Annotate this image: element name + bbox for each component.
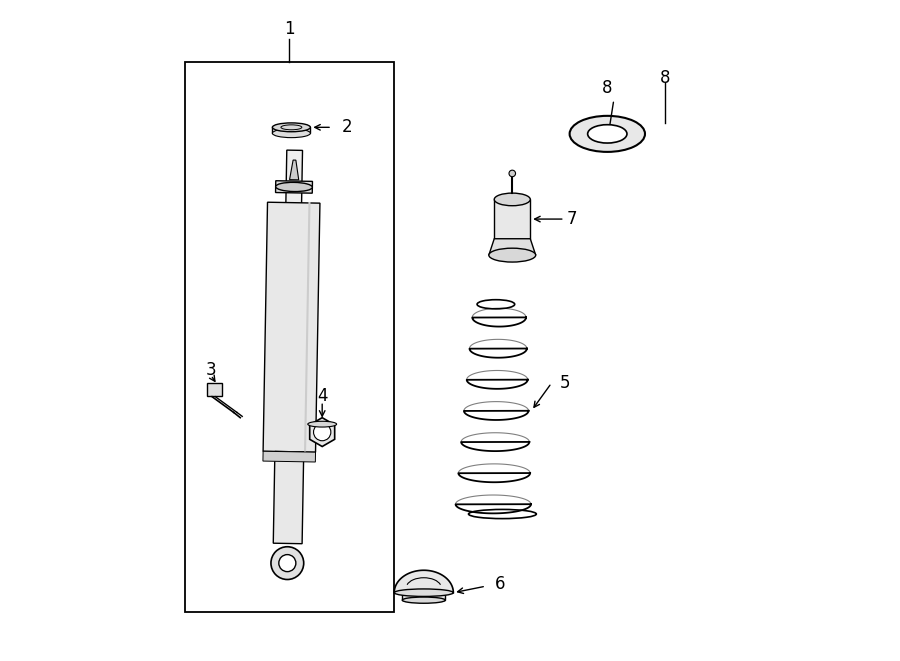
Text: 7: 7 bbox=[567, 210, 577, 228]
Ellipse shape bbox=[273, 129, 310, 137]
Bar bbox=[273, 128, 310, 134]
Polygon shape bbox=[263, 202, 320, 452]
Ellipse shape bbox=[308, 421, 337, 427]
Polygon shape bbox=[394, 570, 454, 593]
Ellipse shape bbox=[489, 248, 536, 262]
Bar bbox=[402, 592, 446, 600]
Polygon shape bbox=[290, 160, 299, 180]
Polygon shape bbox=[310, 418, 335, 447]
Polygon shape bbox=[274, 451, 303, 544]
Ellipse shape bbox=[273, 123, 310, 132]
Text: 2: 2 bbox=[342, 118, 353, 136]
Bar bbox=[494, 200, 530, 239]
Text: 5: 5 bbox=[560, 374, 571, 392]
Circle shape bbox=[271, 547, 303, 580]
Ellipse shape bbox=[570, 116, 645, 152]
Text: 3: 3 bbox=[205, 361, 216, 379]
Polygon shape bbox=[285, 150, 302, 229]
Bar bbox=[184, 61, 394, 612]
Text: 1: 1 bbox=[284, 20, 294, 38]
Polygon shape bbox=[263, 451, 316, 462]
Circle shape bbox=[313, 424, 331, 441]
Bar bbox=[208, 383, 222, 396]
Circle shape bbox=[279, 555, 296, 572]
Ellipse shape bbox=[494, 193, 530, 206]
Text: 8: 8 bbox=[602, 79, 613, 97]
Text: 6: 6 bbox=[495, 575, 505, 593]
Circle shape bbox=[509, 170, 516, 176]
Ellipse shape bbox=[588, 125, 627, 143]
Polygon shape bbox=[275, 180, 312, 193]
Polygon shape bbox=[489, 239, 536, 255]
Text: 8: 8 bbox=[660, 69, 670, 87]
Ellipse shape bbox=[275, 182, 312, 192]
Ellipse shape bbox=[394, 589, 454, 596]
Ellipse shape bbox=[402, 597, 446, 603]
Text: 4: 4 bbox=[317, 387, 328, 405]
